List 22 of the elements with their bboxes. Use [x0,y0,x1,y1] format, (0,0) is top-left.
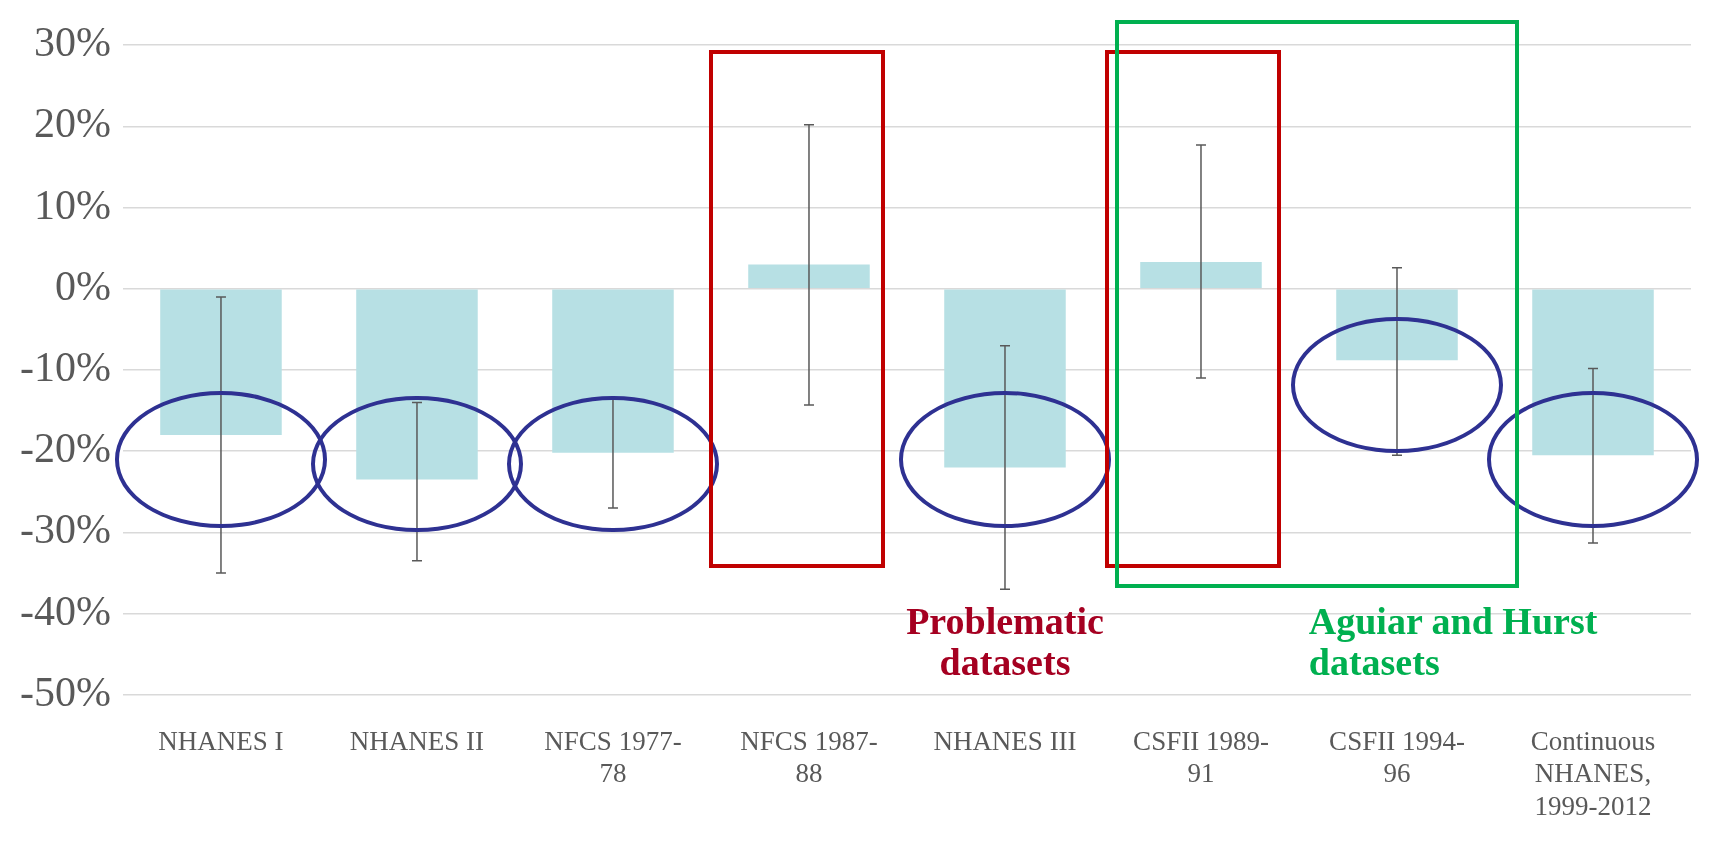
y-tick-label: -10% [19,344,111,391]
bar [748,264,870,289]
x-tick-label: NHANES II [349,726,485,757]
y-tick-label: 30% [33,19,111,66]
x-tick-label: Continuous NHANES, 1999-2012 [1530,726,1656,821]
y-tick-label: -30% [19,506,111,553]
annotation: Problematic datasets [905,599,1105,685]
y-tick-label: -50% [19,668,111,715]
annotation: Aguiar and Hurst datasets [1308,599,1599,685]
x-tick-label: CSFII 1994-96 [1329,726,1465,789]
bar [1336,289,1458,361]
x-tick-label: NHANES III [933,726,1077,757]
y-tick-label: 20% [33,100,111,147]
y-tick-label: 0% [54,262,111,309]
y-tick-label: 10% [33,181,111,228]
y-tick-label: -40% [19,587,111,634]
x-tick-label: NFCS 1977-78 [544,726,682,789]
x-tick-label: CSFII 1989-91 [1133,726,1269,789]
x-tick-label: NHANES I [158,726,284,757]
x-tick-label: NFCS 1987-88 [740,726,878,789]
y-tick-label: -20% [19,425,111,472]
bar [1140,262,1262,289]
